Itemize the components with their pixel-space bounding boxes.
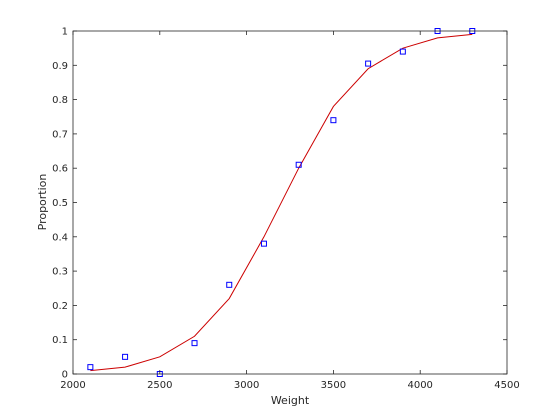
x-tick-label: 3500	[321, 380, 346, 391]
data-point	[365, 60, 372, 67]
y-tick-label: 0.3	[52, 267, 68, 278]
y-tick-label: 0.8	[52, 95, 68, 106]
y-tick-label: 0.4	[52, 232, 68, 243]
x-tick-label: 2000	[60, 380, 85, 391]
y-tick-label: 0.6	[52, 164, 68, 175]
plot-background	[73, 31, 507, 374]
data-point	[330, 117, 337, 124]
data-point	[295, 161, 302, 168]
x-axis-label: Weight	[271, 394, 310, 407]
data-point	[191, 340, 198, 347]
x-tick-label: 4000	[407, 380, 432, 391]
x-tick-label: 3000	[234, 380, 259, 391]
y-tick-label: 1	[62, 27, 68, 38]
y-tick-label: 0.1	[52, 335, 68, 346]
y-axis-ticks: 0 0.1 0.2 0.3 0.4 0.5 0.6 0.7 0.8 0.9 1	[52, 27, 507, 381]
x-tick-label: 2500	[147, 380, 172, 391]
x-tick-label: 4500	[494, 380, 519, 391]
data-point	[226, 281, 233, 288]
data-point	[260, 240, 267, 247]
fit-line	[90, 33, 473, 372]
y-tick-label: 0.5	[52, 198, 68, 209]
y-tick-label: 0.7	[52, 129, 68, 140]
data-markers-layer	[87, 28, 476, 377]
y-axis-label: Proportion	[36, 174, 49, 231]
fit-curve-layer	[90, 33, 473, 372]
x-axis-ticks: 2000 2500 3000 3500 4000 4500	[60, 31, 520, 391]
y-tick-label: 0.9	[52, 61, 68, 72]
y-tick-label: 0	[62, 370, 68, 381]
y-tick-label: 0.2	[52, 301, 68, 312]
data-point	[399, 48, 406, 55]
data-point	[87, 364, 94, 371]
data-point	[122, 353, 129, 360]
